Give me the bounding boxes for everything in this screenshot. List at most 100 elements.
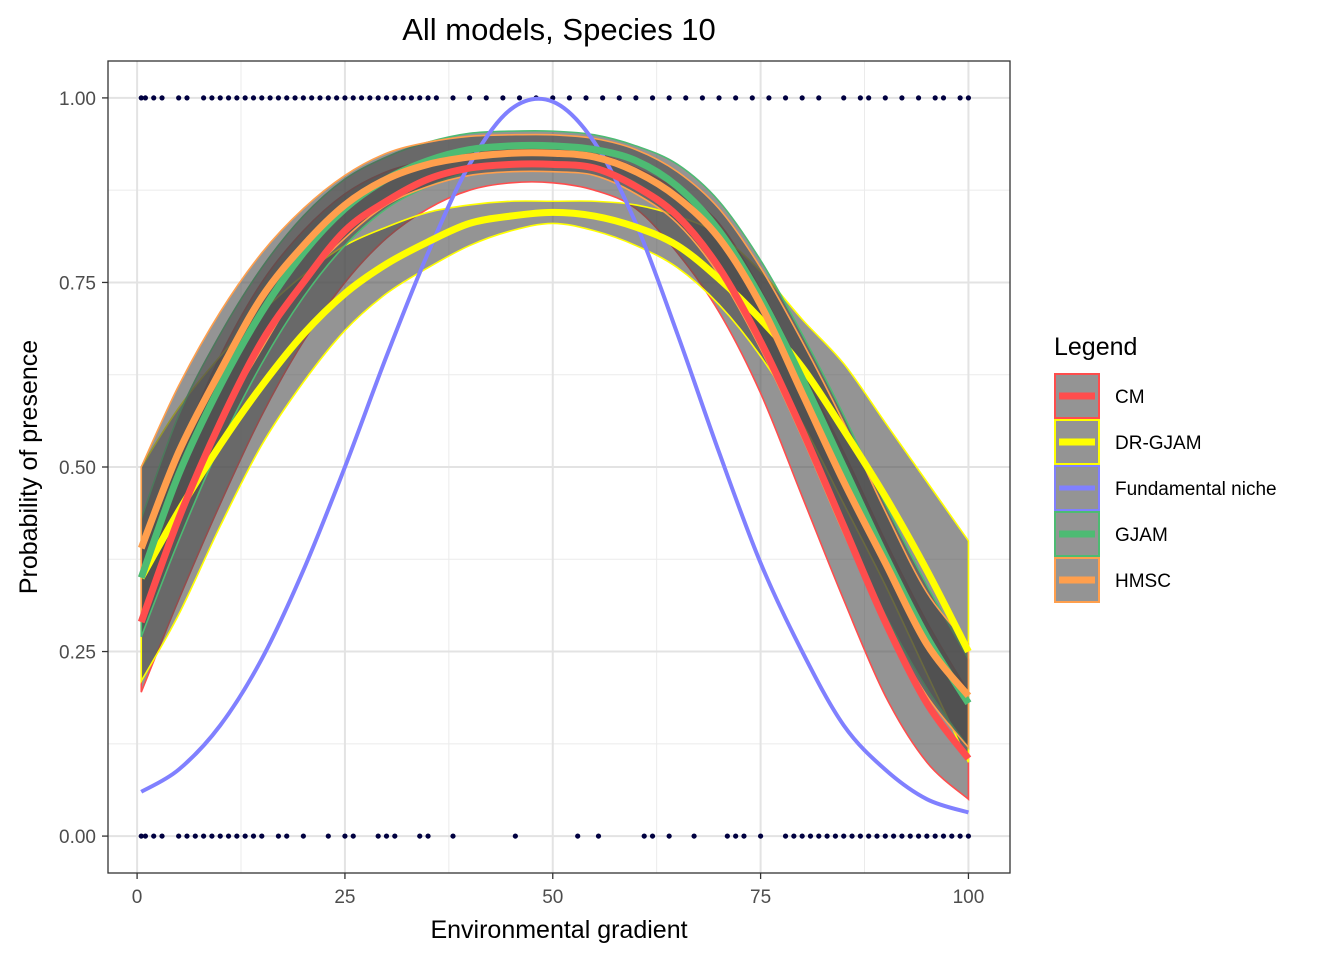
absence-point	[691, 833, 697, 839]
x-tick-label: 0	[132, 887, 143, 908]
legend-title: Legend	[1054, 333, 1137, 361]
presence-point	[417, 95, 423, 101]
y-axis: 0.00 0.25 0.50 0.75 1.00	[59, 89, 108, 848]
absence-point	[891, 833, 897, 839]
absence-point	[940, 833, 947, 839]
presence-point	[915, 95, 922, 101]
absence-point	[724, 833, 730, 839]
x-axis-title: Environmental gradient	[430, 916, 687, 944]
presence-point	[201, 95, 207, 101]
presence-point	[383, 95, 390, 101]
presence-point	[683, 95, 689, 101]
presence-point	[408, 95, 415, 101]
presence-point	[350, 95, 356, 101]
absence-point	[915, 833, 922, 839]
presence-point	[799, 95, 805, 101]
absence-point	[259, 833, 265, 839]
absence-point	[641, 833, 647, 839]
absence-point	[816, 833, 822, 839]
absence-point	[824, 833, 830, 839]
presence-point	[151, 95, 157, 101]
chart-title: All models, Species 10	[402, 12, 716, 47]
presence-point	[217, 95, 223, 101]
line-dr-gjam	[138, 208, 972, 654]
legend-label-hmsc: HMSC	[1115, 571, 1171, 592]
presence-point	[425, 95, 431, 101]
presence-point	[699, 95, 706, 101]
absence-point	[325, 833, 331, 839]
x-tick-label: 75	[750, 887, 771, 908]
presence-point	[342, 95, 348, 101]
absence-point	[275, 833, 282, 839]
presence-point	[267, 95, 273, 101]
presence-point	[841, 95, 847, 101]
absence-point	[924, 833, 930, 839]
absence-point	[350, 833, 356, 839]
absence-point	[841, 833, 847, 839]
absence-point	[649, 833, 656, 839]
absence-point	[138, 833, 144, 839]
absence-point	[965, 833, 972, 839]
presence-point	[142, 95, 149, 101]
presence-point	[500, 95, 506, 101]
absence-point	[575, 833, 581, 839]
absence-point	[159, 833, 165, 839]
presence-point	[358, 95, 365, 101]
presence-point	[159, 95, 165, 101]
y-tick-label: 1.00	[59, 89, 96, 110]
y-tick-label: 0.75	[59, 273, 96, 294]
presence-point	[392, 95, 398, 101]
absence-point	[832, 833, 839, 839]
presence-point	[325, 95, 331, 101]
presence-point	[184, 95, 190, 101]
presence-point	[516, 95, 523, 101]
presence-point	[400, 95, 406, 101]
y-tick-label: 0.25	[59, 643, 96, 664]
absence-point	[142, 833, 149, 839]
plot-area	[107, 60, 1011, 874]
absence-point	[450, 833, 456, 839]
absence-point	[857, 833, 863, 839]
y-axis-title: Probability of presence	[15, 340, 43, 594]
presence-point	[334, 95, 340, 101]
presence-point	[259, 95, 265, 101]
presence-point	[600, 95, 606, 101]
presence-point	[782, 95, 789, 101]
absence-point	[375, 833, 381, 839]
absence-point	[217, 833, 223, 839]
absence-point	[741, 833, 747, 839]
presence-point	[275, 95, 282, 101]
absence-point	[799, 833, 805, 839]
presence-point	[932, 95, 938, 101]
absence-point	[151, 833, 157, 839]
presence-point	[433, 95, 439, 101]
absence-point	[866, 833, 872, 839]
absence-point	[666, 833, 672, 839]
presence-point	[616, 95, 622, 101]
presence-point	[766, 95, 772, 101]
x-tick-label: 100	[953, 887, 985, 908]
presence-point	[138, 95, 144, 101]
absence-point	[201, 833, 207, 839]
ribbon-hmsc	[140, 133, 970, 750]
presence-point	[284, 95, 290, 101]
legend-label-cm: CM	[1115, 387, 1145, 408]
absence-point	[932, 833, 938, 839]
presence-point	[583, 95, 589, 101]
absence-point	[234, 833, 240, 839]
line-cm	[137, 160, 972, 761]
observation-points	[138, 95, 972, 839]
absence-point	[209, 833, 215, 839]
presence-point	[176, 95, 182, 101]
presence-point	[566, 95, 572, 101]
presence-point	[882, 95, 888, 101]
presence-point	[899, 95, 905, 101]
series-lines	[137, 96, 972, 815]
absence-point	[184, 833, 190, 839]
absence-point	[417, 833, 423, 839]
presence-point	[250, 95, 257, 101]
presence-point	[633, 95, 639, 101]
absence-point	[907, 833, 913, 839]
absence-point	[342, 833, 348, 839]
absence-point	[425, 833, 431, 839]
